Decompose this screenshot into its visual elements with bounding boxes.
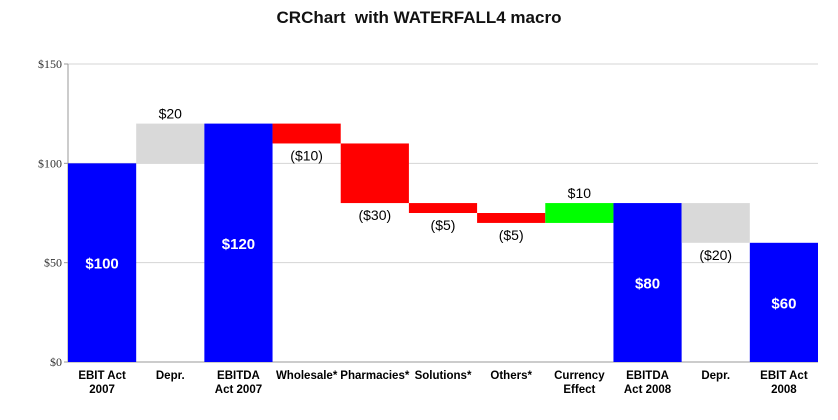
data-label: ($5) bbox=[431, 217, 456, 233]
x-tick-label: Act 2008 bbox=[624, 384, 672, 396]
change-bar bbox=[408, 203, 478, 213]
x-tick-label: EBIT Act bbox=[760, 370, 808, 382]
data-label: $60 bbox=[771, 295, 796, 312]
data-label: $100 bbox=[85, 256, 118, 273]
total-bar bbox=[68, 163, 137, 362]
data-label: ($10) bbox=[290, 147, 323, 163]
x-tick-label: Effect bbox=[563, 384, 595, 396]
y-tick-label: $0 bbox=[50, 355, 62, 369]
data-label: ($5) bbox=[499, 227, 524, 243]
x-tick-label: EBITDA bbox=[217, 370, 260, 382]
data-label: $80 bbox=[635, 276, 660, 293]
change-bar bbox=[272, 123, 341, 144]
data-label: $20 bbox=[159, 106, 183, 122]
x-tick-label: Wholesale* bbox=[276, 370, 338, 382]
x-tick-label: 2008 bbox=[771, 384, 797, 396]
change-bar bbox=[545, 203, 614, 223]
x-tick-label: Depr. bbox=[701, 370, 730, 382]
y-tick-label: $50 bbox=[44, 256, 62, 270]
change-bar bbox=[477, 213, 546, 223]
data-label: $120 bbox=[222, 236, 255, 253]
x-tick-label: Act 2007 bbox=[215, 384, 262, 396]
data-label: ($20) bbox=[699, 247, 732, 263]
change-bar bbox=[340, 143, 409, 204]
x-tick-label: 2007 bbox=[89, 384, 115, 396]
y-tick-label: $150 bbox=[38, 57, 62, 71]
x-tick-label: Currency bbox=[554, 370, 605, 382]
x-tick-label: Pharmacies* bbox=[340, 370, 410, 382]
x-tick-label: EBITDA bbox=[626, 370, 669, 382]
x-tick-label: EBIT Act bbox=[78, 370, 126, 382]
total-bar bbox=[613, 203, 682, 362]
change-bar bbox=[681, 203, 750, 243]
total-bar bbox=[204, 123, 273, 362]
x-tick-label: Others* bbox=[490, 370, 532, 382]
data-label: ($30) bbox=[358, 207, 391, 223]
chart-title: CRChart with WATERFALL4 macro bbox=[276, 8, 562, 27]
y-tick-label: $100 bbox=[38, 156, 62, 170]
change-bar bbox=[136, 123, 205, 164]
data-label: $10 bbox=[568, 185, 592, 201]
x-tick-label: Depr. bbox=[156, 370, 185, 382]
x-tick-label: Solutions* bbox=[415, 370, 472, 382]
total-bar bbox=[749, 242, 818, 362]
